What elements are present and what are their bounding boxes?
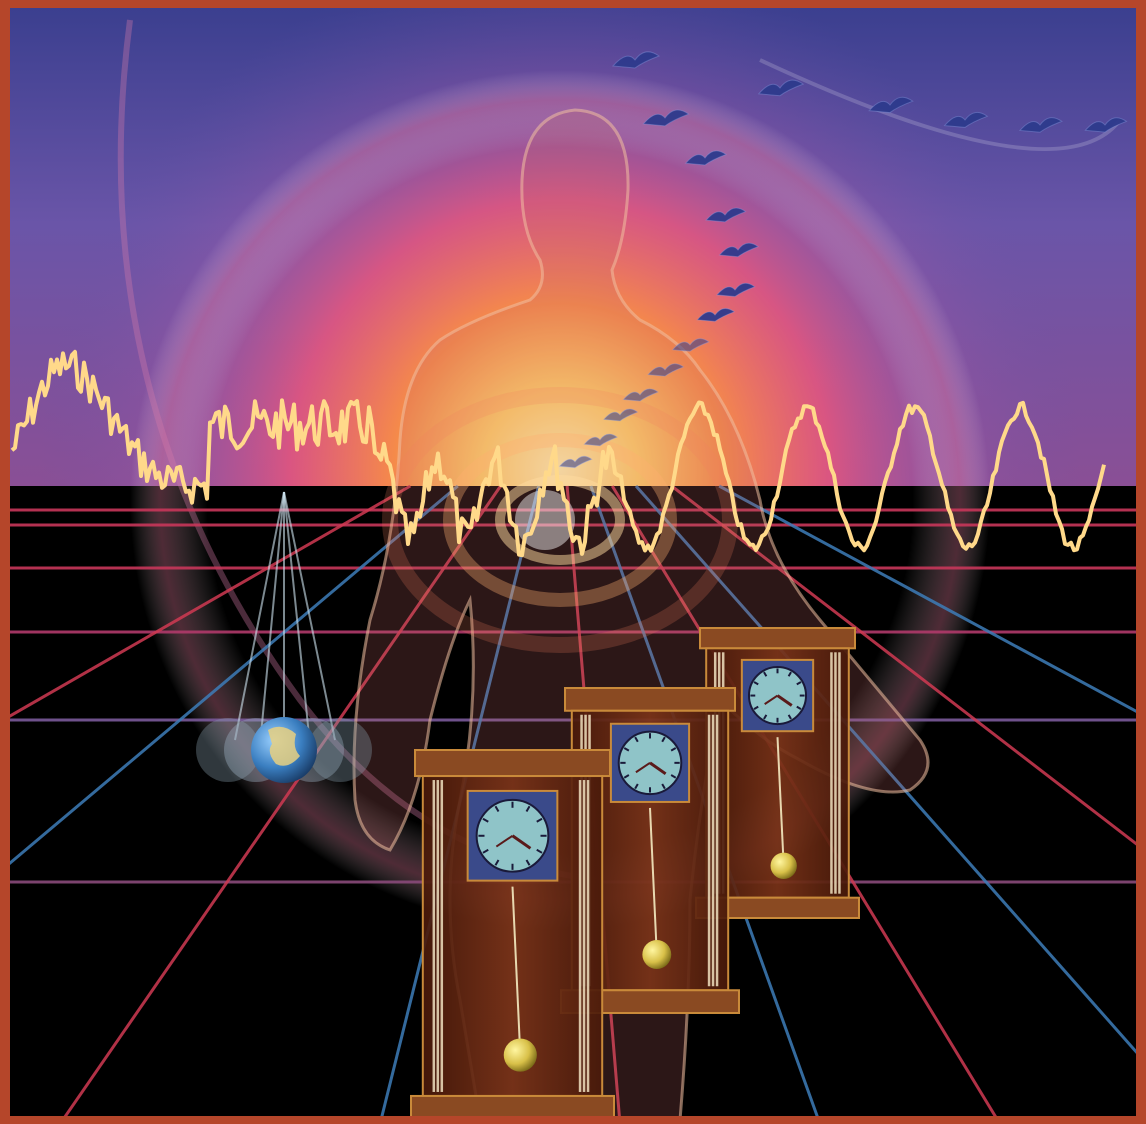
clock-pillar	[586, 780, 590, 1092]
clock-tick	[670, 747, 677, 752]
pendulum-bob	[503, 1038, 537, 1072]
clock-crown	[564, 687, 736, 712]
sphere-edge-right	[759, 58, 1122, 152]
clock-tick	[536, 817, 543, 823]
spiral-rings	[382, 387, 738, 653]
bird-icon	[622, 388, 660, 402]
clock-pillar	[436, 780, 440, 1092]
pendulum-bob	[642, 940, 672, 969]
migrating-birds	[558, 51, 1128, 469]
clock-tick	[482, 848, 489, 854]
bird-icon	[642, 109, 690, 127]
pendulum-rod	[511, 886, 522, 1056]
clock-tick	[525, 859, 531, 866]
bird-icon	[868, 96, 914, 114]
bird-icon	[696, 307, 736, 322]
clock-minute-hand	[495, 834, 514, 848]
clock-pillar	[711, 714, 715, 987]
clock-tick	[787, 714, 792, 720]
grid-radial-line	[718, 484, 1136, 713]
clock-hour-hand	[649, 761, 667, 776]
clock-minute-hand	[764, 694, 779, 705]
bird-icon	[718, 242, 760, 258]
waveform-line	[10, 349, 1106, 558]
clock-crown	[414, 749, 611, 778]
pendulum-rod	[776, 737, 785, 866]
clock-tick	[753, 681, 759, 686]
clock-tick	[536, 848, 543, 854]
globe-pendulum	[196, 491, 372, 783]
bird-icon	[684, 150, 728, 166]
clock-face	[747, 666, 808, 726]
bird-icon	[602, 408, 639, 422]
clock-hour-hand	[511, 834, 532, 850]
grid-radial-line	[670, 484, 1136, 846]
clock-tick	[661, 736, 666, 743]
clock-pillar	[838, 652, 841, 894]
clock-tick	[634, 736, 639, 743]
bird-icon	[943, 111, 989, 128]
clock-crown	[699, 627, 856, 650]
clock-tick	[494, 805, 500, 813]
bird-icon	[583, 433, 619, 447]
clock-tick	[623, 774, 630, 779]
bird-icon	[647, 363, 685, 377]
clock-minute-hand	[635, 762, 651, 774]
clock-pillar	[432, 780, 436, 1092]
clock-tick	[796, 705, 802, 710]
clock-tick	[634, 783, 639, 790]
clock-tick	[670, 774, 677, 779]
clock-tick	[763, 671, 768, 677]
clock-tick	[787, 671, 792, 677]
clock-pillar	[578, 780, 582, 1092]
clock-tick	[623, 747, 630, 752]
bird-icon	[715, 282, 756, 298]
clock-pillar	[440, 780, 444, 1092]
grid-radial-line	[10, 484, 412, 718]
back-clock	[695, 627, 860, 920]
pendulum-rod	[649, 807, 658, 955]
clock-tick	[753, 705, 759, 710]
clock-tick	[661, 783, 666, 790]
clock-pillar	[707, 714, 711, 987]
clock-tick	[525, 805, 531, 813]
pendulum-bob	[770, 852, 797, 879]
clock-hour-hand	[776, 694, 793, 707]
clock-pillar	[715, 714, 719, 987]
bird-icon	[1018, 117, 1063, 133]
grid-radial-line	[634, 485, 1136, 1054]
bird-icon	[671, 338, 710, 352]
bird-icon	[558, 455, 593, 469]
grid-radial-line	[10, 484, 459, 865]
clock-tick	[763, 714, 768, 720]
clock-pillar	[582, 780, 586, 1092]
clock-pillar	[834, 652, 837, 894]
clock-tick	[482, 817, 489, 823]
bird-icon	[757, 79, 805, 97]
front-clock	[410, 749, 615, 1116]
clock-pillar	[830, 652, 833, 894]
grid-radial-line	[63, 485, 502, 1116]
bird-icon	[1084, 117, 1128, 133]
clock-tick	[494, 859, 500, 866]
clock-base	[410, 1094, 615, 1116]
bird-icon	[611, 51, 661, 69]
grandfather-clocks	[410, 627, 860, 1116]
clock-tick	[796, 681, 802, 686]
bird-icon	[705, 207, 747, 223]
